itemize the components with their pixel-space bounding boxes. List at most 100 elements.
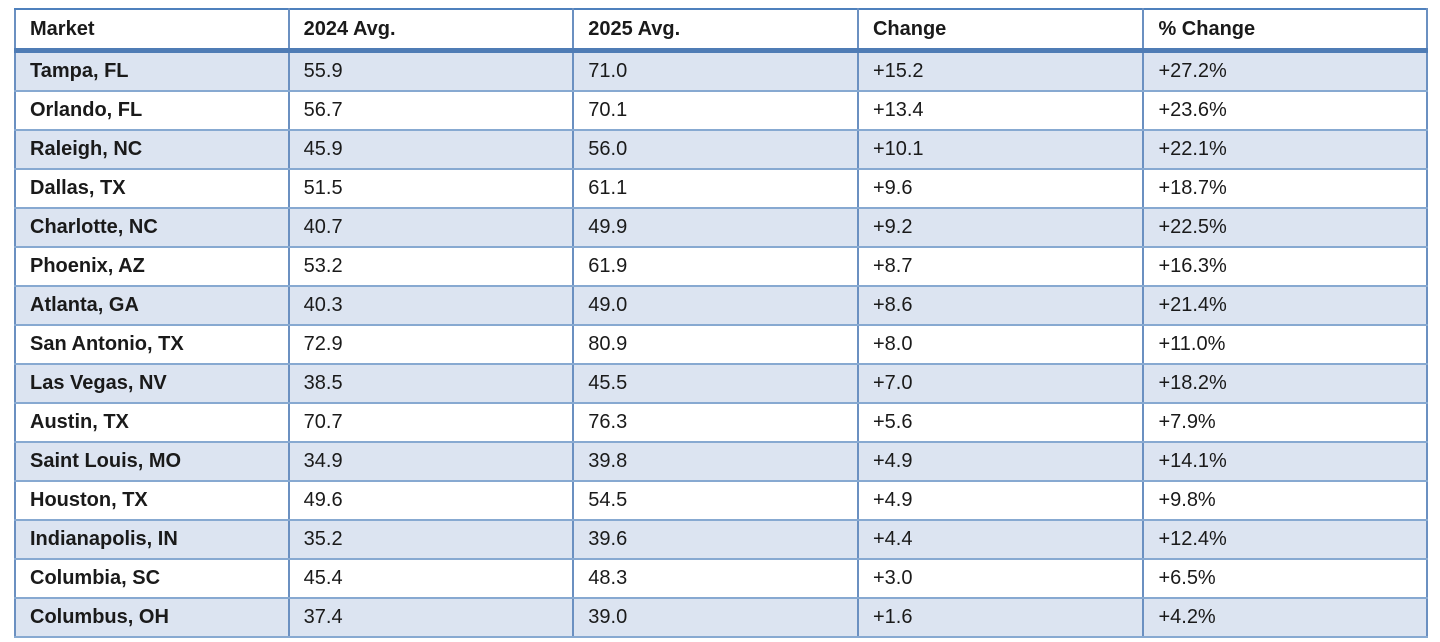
table-row-orlando-fl: Orlando, FL 56.7 70.1 +13.4 +23.6% [14, 90, 1428, 131]
table-row-atlanta-ga: Atlanta, GA 40.3 49.0 +8.6 +21.4% [14, 285, 1428, 326]
cell-avg_2024: 72.9 [287, 324, 575, 365]
market-cell: Atlanta, GA [14, 285, 290, 326]
cell-change: +7.0 [856, 363, 1145, 404]
table-header: Market 2024 Avg. 2025 Avg. Change% Change [14, 8, 1428, 53]
table-row-columbus-oh: Columbus, OH 37.4 39.0 +1.6 +4.2% [14, 597, 1428, 638]
table-row-columbia-sc: Columbia, SC 45.4 48.3 +3.0 +6.5% [14, 558, 1428, 599]
cell-pct_change: +27.2% [1142, 49, 1428, 92]
cell-avg_2025: 39.8 [572, 441, 859, 482]
table-row-phoenix-az: Phoenix, AZ 53.2 61.9 +8.7 +16.3% [14, 246, 1428, 287]
cell-avg_2025: 39.0 [572, 597, 859, 638]
cell-pct_change: +12.4% [1142, 519, 1428, 560]
cell-avg_2024: 56.7 [287, 90, 575, 131]
cell-pct_change: +4.2% [1142, 597, 1428, 638]
cell-pct_change: +9.8% [1142, 480, 1428, 521]
market-cell: Columbus, OH [14, 597, 290, 638]
cell-avg_2024: 53.2 [287, 246, 575, 287]
market-cell: Charlotte, NC [14, 207, 290, 248]
market-cell: Orlando, FL [14, 90, 290, 131]
cell-avg_2024: 49.6 [287, 480, 575, 521]
cell-change: +9.6 [856, 168, 1145, 209]
cell-pct_change: +21.4% [1142, 285, 1428, 326]
cell-avg_2025: 54.5 [572, 480, 859, 521]
cell-change: +4.4 [856, 519, 1145, 560]
market-cell: Saint Louis, MO [14, 441, 290, 482]
table-body: Tampa, FL 55.9 71.0 +15.2 +27.2% Orlando, FL 5… [14, 49, 1428, 638]
table-row-indianapolis-in: Indianapolis, IN 35.2 39.6 +4.4 +12.4% [14, 519, 1428, 560]
cell-change: +1.6 [856, 597, 1145, 638]
table-row-saint-louis-mo: Saint Louis, MO 34.9 39.8 +4.9 +14.1% [14, 441, 1428, 482]
cell-avg_2024: 35.2 [287, 519, 575, 560]
cell-pct_change: +18.7% [1142, 168, 1428, 209]
table-row-austin-tx: Austin, TX 70.7 76.3 +5.6 +7.9% [14, 402, 1428, 443]
cell-pct_change: +7.9% [1142, 402, 1428, 443]
cell-change: +15.2 [856, 49, 1145, 92]
column-header-2025-avg: 2025 Avg. [572, 8, 859, 53]
cell-avg_2024: 70.7 [287, 402, 575, 443]
cell-avg_2024: 34.9 [287, 441, 575, 482]
cell-avg_2025: 70.1 [572, 90, 859, 131]
cell-pct_change: +16.3% [1142, 246, 1428, 287]
cell-avg_2025: 39.6 [572, 519, 859, 560]
cell-avg_2024: 37.4 [287, 597, 575, 638]
cell-pct_change: +14.1% [1142, 441, 1428, 482]
cell-pct_change: +18.2% [1142, 363, 1428, 404]
cell-change: +5.6 [856, 402, 1145, 443]
cell-change: +9.2 [856, 207, 1145, 248]
cell-change: +3.0 [856, 558, 1145, 599]
table-row-tampa-fl: Tampa, FL 55.9 71.0 +15.2 +27.2% [14, 49, 1428, 92]
cell-change: +10.1 [856, 129, 1145, 170]
cell-pct_change: +23.6% [1142, 90, 1428, 131]
cell-avg_2025: 76.3 [572, 402, 859, 443]
cell-avg_2025: 49.9 [572, 207, 859, 248]
market-cell: Phoenix, AZ [14, 246, 290, 287]
cell-avg_2024: 55.9 [287, 49, 575, 92]
cell-avg_2024: 51.5 [287, 168, 575, 209]
cell-avg_2024: 40.7 [287, 207, 575, 248]
column-header-2024-avg: 2024 Avg. [287, 8, 575, 53]
cell-avg_2025: 56.0 [572, 129, 859, 170]
cell-change: +8.0 [856, 324, 1145, 365]
cell-avg_2025: 61.1 [572, 168, 859, 209]
market-cell: San Antonio, TX [14, 324, 290, 365]
cell-pct_change: +22.5% [1142, 207, 1428, 248]
column-header-change: % Change [1142, 8, 1428, 53]
table-row-san-antonio-tx: San Antonio, TX 72.9 80.9 +8.0 +11.0% [14, 324, 1428, 365]
cell-avg_2025: 61.9 [572, 246, 859, 287]
cell-change: +4.9 [856, 441, 1145, 482]
cell-change: +8.7 [856, 246, 1145, 287]
cell-avg_2025: 80.9 [572, 324, 859, 365]
table-row-dallas-tx: Dallas, TX 51.5 61.1 +9.6 +18.7% [14, 168, 1428, 209]
cell-pct_change: +6.5% [1142, 558, 1428, 599]
market-cell: Austin, TX [14, 402, 290, 443]
cell-pct_change: +22.1% [1142, 129, 1428, 170]
header-row: Market 2024 Avg. 2025 Avg. Change% Change [14, 8, 1428, 53]
cell-avg_2025: 48.3 [572, 558, 859, 599]
column-header-market: Market [14, 8, 290, 53]
cell-change: +4.9 [856, 480, 1145, 521]
cell-avg_2024: 45.4 [287, 558, 575, 599]
cell-avg_2024: 45.9 [287, 129, 575, 170]
market-cell: Raleigh, NC [14, 129, 290, 170]
cell-avg_2024: 38.5 [287, 363, 575, 404]
cell-avg_2025: 71.0 [572, 49, 859, 92]
market-cell: Tampa, FL [14, 49, 290, 92]
cell-avg_2025: 49.0 [572, 285, 859, 326]
column-header-change: Change [856, 8, 1145, 53]
cell-avg_2024: 40.3 [287, 285, 575, 326]
table-row-charlotte-nc: Charlotte, NC 40.7 49.9 +9.2 +22.5% [14, 207, 1428, 248]
market-averages-table: Market 2024 Avg. 2025 Avg. Change% Change T… [14, 8, 1428, 638]
market-cell: Dallas, TX [14, 168, 290, 209]
table-row-raleigh-nc: Raleigh, NC 45.9 56.0 +10.1 +22.1% [14, 129, 1428, 170]
market-cell: Indianapolis, IN [14, 519, 290, 560]
table-row-houston-tx: Houston, TX 49.6 54.5 +4.9 +9.8% [14, 480, 1428, 521]
cell-change: +8.6 [856, 285, 1145, 326]
table-row-las-vegas-nv: Las Vegas, NV 38.5 45.5 +7.0 +18.2% [14, 363, 1428, 404]
cell-pct_change: +11.0% [1142, 324, 1428, 365]
market-cell: Las Vegas, NV [14, 363, 290, 404]
market-cell: Columbia, SC [14, 558, 290, 599]
cell-change: +13.4 [856, 90, 1145, 131]
cell-avg_2025: 45.5 [572, 363, 859, 404]
market-cell: Houston, TX [14, 480, 290, 521]
